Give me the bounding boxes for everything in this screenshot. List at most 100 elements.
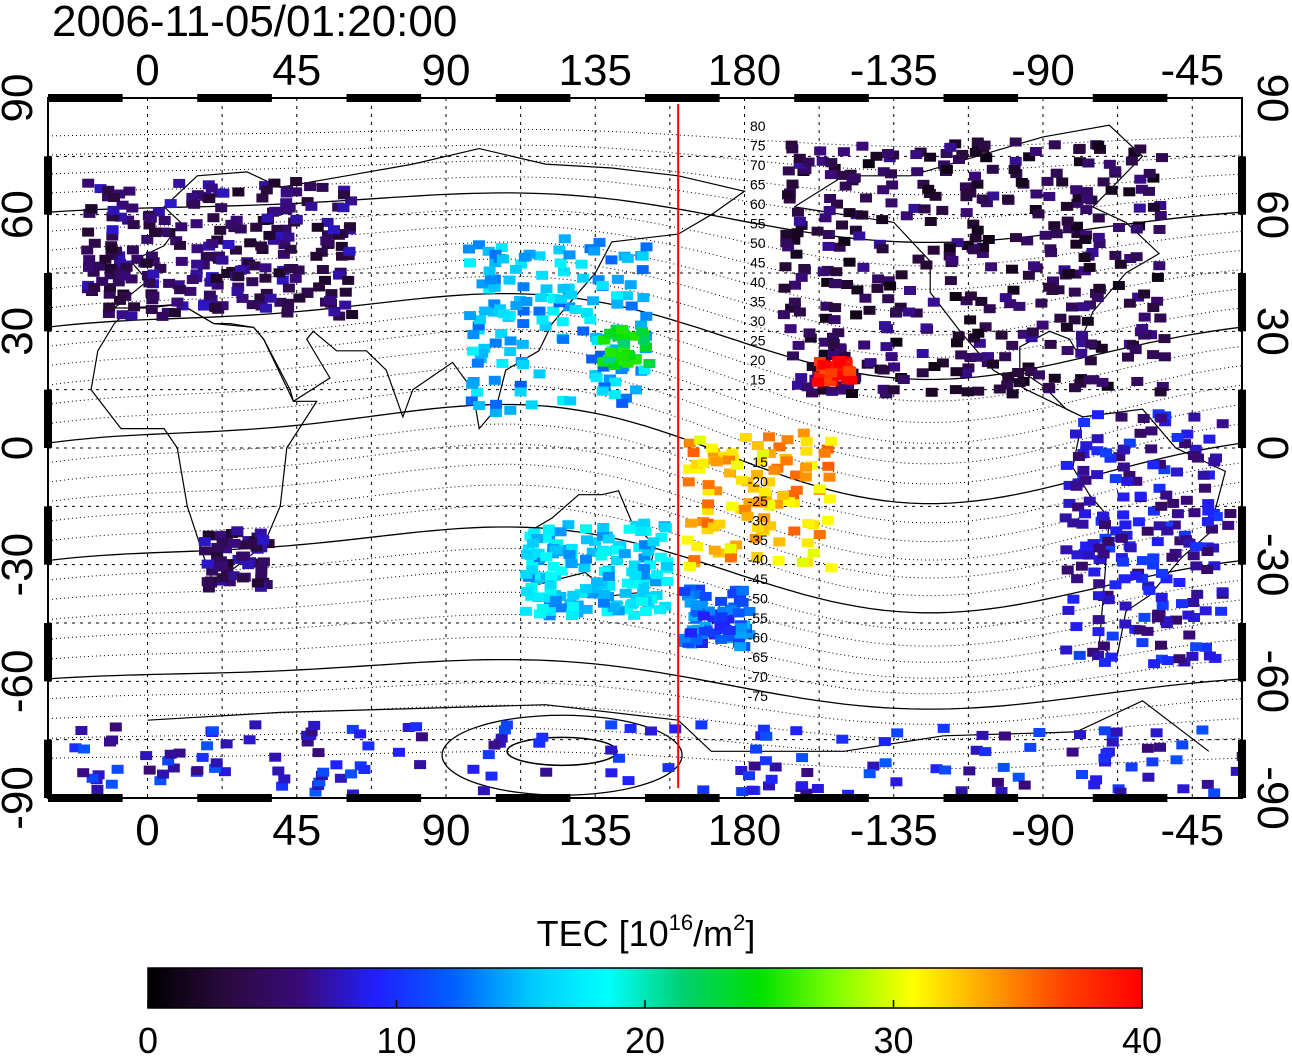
tec-cell-south-america [1153,483,1166,493]
tec-cell-europe [214,225,227,235]
tec-cell-antarctica [105,779,118,789]
tec-cell-north-america [890,337,903,347]
tec-cell-east-asia [596,280,609,290]
tec-cell-north-america [856,210,869,220]
tec-cell-east-asia [575,259,588,269]
tec-cell-australia [635,527,648,536]
tec-cell-north-america [843,257,856,267]
top-lon-label: 180 [708,46,781,95]
tec-cell-south-america [1182,610,1195,620]
tec-cell-north-america [1083,262,1096,272]
tec-cell-south-america [1159,616,1172,626]
tec-cell-australia [597,598,610,608]
tec-cell-north-america [856,141,869,151]
frame-tick-bar [645,794,720,802]
tec-cell-east-asia [591,335,604,345]
tec-cell-antarctica [210,758,223,768]
tec-cell-south-america [1091,446,1104,456]
tec-cell-antarctica [997,762,1010,772]
tec-cell-north-america [885,198,898,208]
tec-cell-south-america [1092,410,1104,420]
tec-cell-north-america [1080,187,1093,197]
tec-cell-europe [174,285,187,295]
tec-cell-south-america [1093,579,1106,589]
tec-cell-antarctica [1098,753,1111,763]
tec-cell-south-america [1136,638,1149,648]
tec-cell-north-america [1080,205,1093,215]
tec-cell-north-america [786,144,799,154]
tec-cell-pacific-islands [751,552,764,562]
tec-cell-australia [536,604,549,613]
tec-cell-north-america [827,351,840,360]
tec-cell-north-america [949,385,962,395]
tec-cell-japan [640,342,652,352]
tec-cell-east-asia [496,358,509,368]
tec-cell-south-africa [255,565,268,575]
tec-cell-north-america [1025,333,1038,343]
tec-cell-australia [544,580,557,590]
tec-cell-antarctica [878,737,891,747]
tec-cell-pacific-islands [708,545,721,555]
tec-cell-north-america [1151,296,1164,306]
tec-cell-antarctica [162,756,175,766]
tec-cell-new-zealand [736,597,749,607]
tec-cell-north-america [850,310,863,320]
tec-cell-north-america [888,362,901,372]
tec-cell-europe [147,291,160,301]
tec-cell-east-asia [488,299,501,309]
top-lon-label: 135 [559,46,632,95]
tec-cell-north-america [780,229,793,239]
tec-cell-antarctica [209,763,222,773]
tec-cell-antarctica [1106,737,1119,747]
tec-cell-antarctica [467,764,480,774]
tec-cell-antarctica [140,751,153,761]
tec-cell-south-america [1197,470,1210,480]
tec-cell-antarctica [109,722,122,732]
tec-cell-antarctica [1142,772,1155,782]
left-lat-label: 90 [0,74,42,123]
tec-cell-east-asia [636,251,649,261]
contour-label-south: -30 [748,513,768,529]
tec-cell-north-america [925,387,938,397]
tec-cell-south-america [1070,622,1083,632]
tec-cell-south-africa [202,583,215,593]
tec-cell-east-asia [489,338,502,348]
tec-cell-east-asia [638,365,651,375]
tec-cell-south-africa [216,538,229,547]
tec-cell-australia [554,527,567,537]
tec-cell-north-america [871,283,884,293]
tec-cell-south-america [1191,589,1204,599]
colorbar-title-end: ] [745,913,755,954]
tec-cell-japan [636,327,649,337]
tec-cell-south-america [1161,521,1174,531]
tec-cell-antarctica [305,727,318,737]
tec-cell-east-asia [540,284,553,294]
tec-cell-north-america [834,343,847,353]
bottom-lon-label: 135 [559,806,632,855]
tec-cell-antarctica [765,774,778,784]
frame-tick-bar [48,94,123,102]
tec-cell-pacific-islands [822,515,835,525]
tec-cell-pacific-islands [702,486,715,496]
tec-cell-antarctica [220,739,233,749]
tec-cell-north-america [953,155,965,164]
tec-cell-europe [88,238,101,248]
tec-cell-north-america [1154,313,1167,323]
tec-cell-europe [222,240,235,249]
tec-cell-south-america [1063,480,1076,490]
tec-cell-antarctica [1196,725,1209,735]
tec-cell-europe [335,241,348,251]
tec-cell-europe [204,277,217,287]
tec-cell-north-america [911,167,924,177]
tec-cell-europe [322,230,334,240]
tec-cell-north-america [1070,239,1083,249]
tec-cell-new-zealand [690,636,703,646]
tec-cell-pacific-islands [822,461,835,471]
tec-cell-new-zealand [690,601,703,610]
tec-cell-japan [604,347,617,357]
tec-cell-pacific-islands [758,487,771,497]
tec-cell-europe [283,264,296,274]
tec-cell-north-america [995,330,1008,340]
tec-cell-australia [543,526,556,536]
tec-cell-australia [534,609,546,619]
